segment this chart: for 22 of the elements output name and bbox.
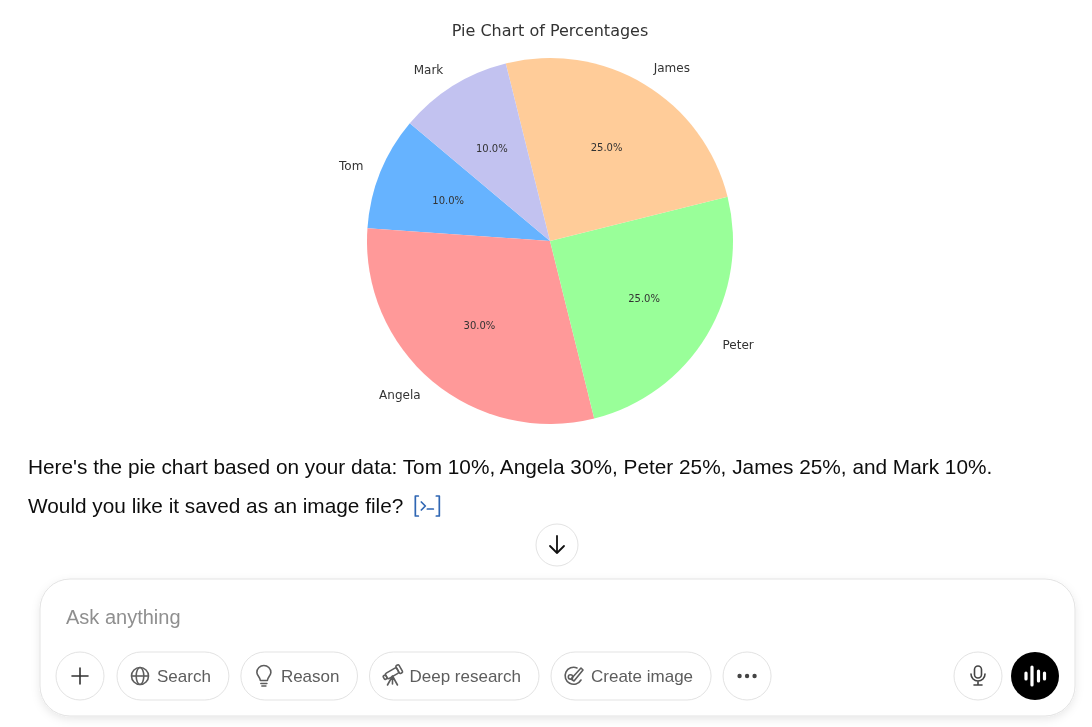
text: Would you like it saved as an image file? [28,494,404,517]
pie-slice [505,58,728,241]
slice-label: Peter [722,337,754,352]
data-label: 10.0% [475,142,508,154]
pie-slice [367,123,550,241]
slice-label: Angela [379,388,421,403]
slice-label: Tom [338,158,364,173]
pie-slice [367,228,595,424]
create-image-button: Create image [550,651,712,701]
data-label: 10.0% [432,194,465,206]
search-button: Search [116,651,230,701]
text: Ask anything [66,606,181,628]
chart-title: Pie Chart of Percentages [451,21,649,40]
deep-research-button: Deep research [369,651,540,701]
pie-slice [409,63,550,241]
data-label: 25.0% [590,141,623,153]
data-label: 30.0% [463,319,496,331]
slice-label: Mark [413,63,444,78]
data-label: 25.0% [628,292,661,304]
slice-label: James [652,61,690,76]
reason-button: Reason [240,651,358,701]
text: Here's the pie chart based on your data: Tom 10%, Angela 30%, Peter 25%, James 25%, and Mark 10%. [28,455,993,478]
